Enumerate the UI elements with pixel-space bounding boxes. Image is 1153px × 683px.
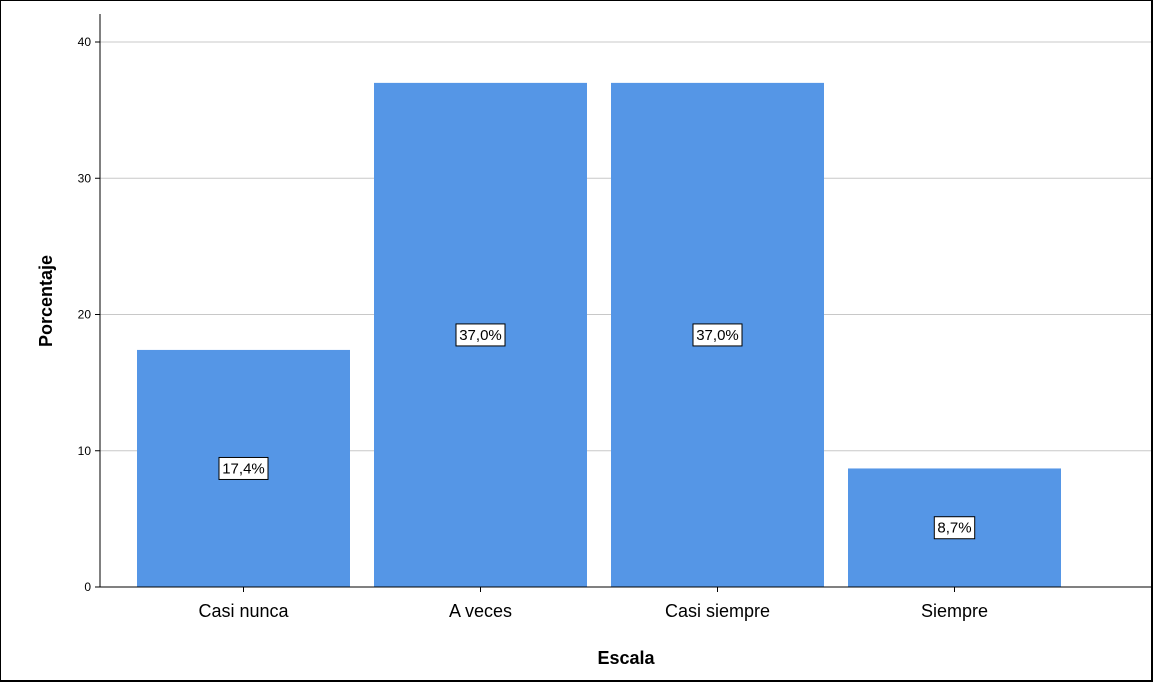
y-tick-label: 30 xyxy=(78,171,92,185)
bars xyxy=(137,82,1061,587)
data-label-box xyxy=(455,323,506,347)
data-label: 17,4% xyxy=(222,460,265,477)
x-ticks: Casi nunca A veces Casi siempre Siempre xyxy=(198,587,988,621)
data-label-box xyxy=(692,323,743,347)
x-tick-label: A veces xyxy=(449,601,512,621)
data-label: 37,0% xyxy=(459,327,502,344)
y-tick-label: 40 xyxy=(78,35,92,49)
y-tick-label: 10 xyxy=(78,444,92,458)
x-tick-label: Siempre xyxy=(921,601,988,621)
data-label: 8,7% xyxy=(937,520,971,537)
data-label: 37,0% xyxy=(696,327,739,344)
data-label-box xyxy=(218,456,269,480)
x-axis-title: Escala xyxy=(597,648,655,668)
axes xyxy=(99,14,1151,588)
y-tick-label: 20 xyxy=(78,308,92,322)
x-tick-label: Casi siempre xyxy=(665,601,770,621)
x-tick-label: Casi nunca xyxy=(198,601,289,621)
y-tick-label: 0 xyxy=(84,580,91,594)
data-labels: 17,4% 37,0% 37,0% 8,7% xyxy=(218,323,976,540)
data-label-box xyxy=(933,516,976,540)
y-ticks: 0 10 20 30 40 xyxy=(78,35,100,594)
y-axis-title: Porcentaje xyxy=(36,255,56,347)
